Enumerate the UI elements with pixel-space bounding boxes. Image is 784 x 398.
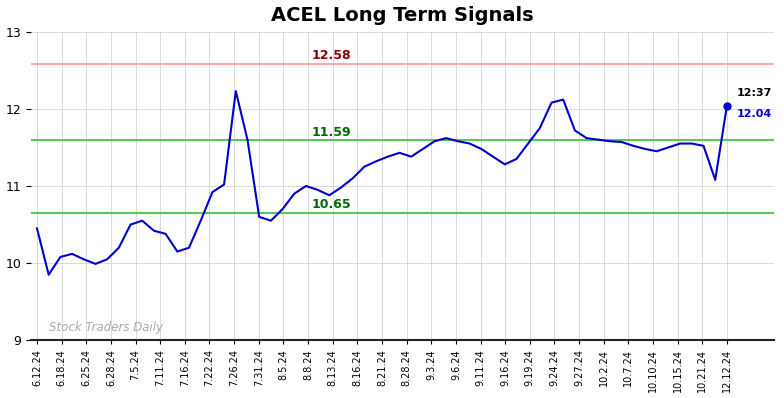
Text: 11.59: 11.59 <box>312 126 351 139</box>
Text: 10.65: 10.65 <box>312 198 351 211</box>
Text: 12.04: 12.04 <box>736 109 771 119</box>
Text: 12:37: 12:37 <box>736 88 771 98</box>
Text: Stock Traders Daily: Stock Traders Daily <box>49 321 163 334</box>
Title: ACEL Long Term Signals: ACEL Long Term Signals <box>271 6 534 25</box>
Text: 12.58: 12.58 <box>312 49 351 62</box>
